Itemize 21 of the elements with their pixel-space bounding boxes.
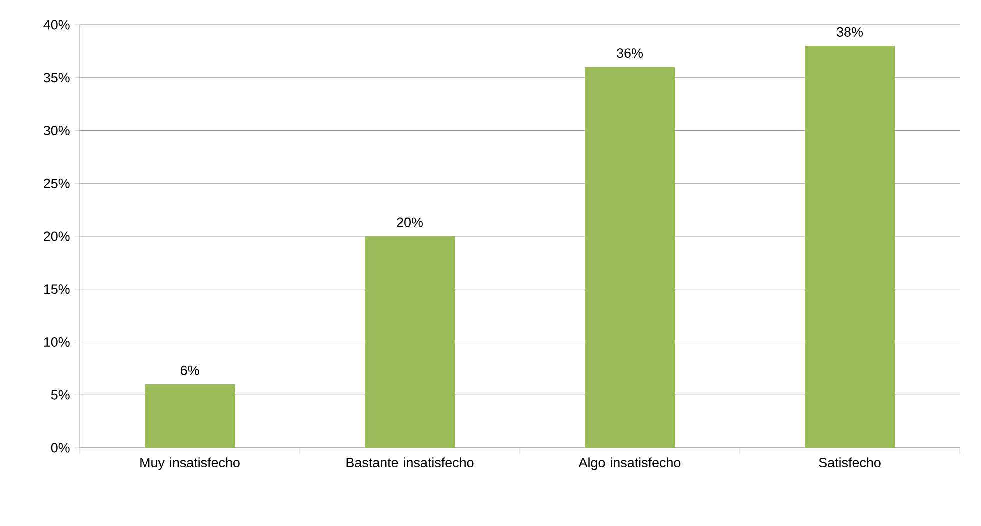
- y-tick-label: 25%: [44, 178, 70, 188]
- y-tick-label: 0%: [51, 443, 70, 453]
- x-tick-label: Bastante insatisfecho: [346, 458, 474, 468]
- x-tick-label: Muy insatisfecho: [140, 458, 240, 470]
- y-tick-label: 35%: [44, 73, 70, 83]
- bar: [365, 236, 456, 448]
- bar: [805, 46, 896, 448]
- y-tick-label: 10%: [44, 337, 70, 348]
- y-tick-label: 30%: [44, 126, 70, 136]
- bar: [145, 384, 235, 448]
- data-label: 38%: [837, 27, 863, 37]
- data-label: 20%: [397, 218, 423, 228]
- x-tick-label: Algo insatisfecho: [578, 458, 681, 470]
- y-tick-label: 5%: [51, 390, 70, 400]
- y-tick-label: 20%: [44, 232, 70, 242]
- y-tick-label: 15%: [44, 284, 70, 294]
- y-tick-label: 40%: [44, 20, 70, 30]
- data-label: 6%: [180, 366, 200, 376]
- x-tick-label: Satisfecho: [819, 458, 881, 468]
- bar: [585, 67, 676, 448]
- data-label: 36%: [617, 48, 643, 58]
